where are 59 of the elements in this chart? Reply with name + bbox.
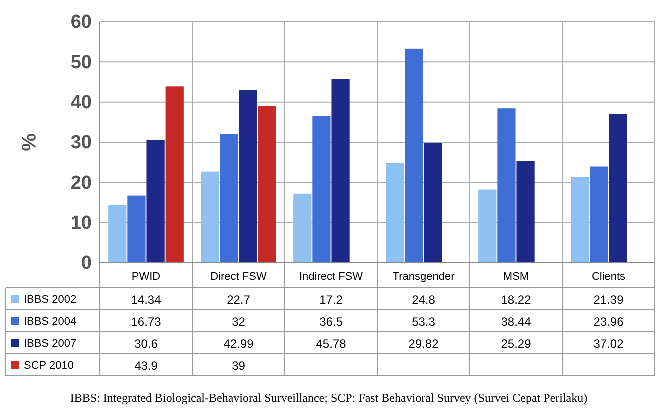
- x-tick-label: MSM: [503, 271, 530, 283]
- x-tick-label: Clients: [592, 271, 626, 283]
- data-label: 18.22: [501, 293, 532, 307]
- data-label: 21.39: [594, 293, 624, 307]
- bar: [590, 166, 608, 263]
- bar: [498, 108, 516, 263]
- bar: [146, 140, 165, 263]
- bar: [239, 90, 258, 263]
- bar: [478, 190, 497, 263]
- legend-label: IBBS 2004: [24, 316, 77, 328]
- y-tick-label: 10: [70, 212, 92, 234]
- data-label: 42.99: [224, 337, 254, 351]
- data-label: 14.34: [131, 293, 162, 307]
- data-label: 43.9: [134, 359, 158, 373]
- legend-label: IBBS 2007: [24, 338, 77, 350]
- x-tick-label: Indirect FSW: [299, 271, 364, 283]
- bar: [312, 116, 331, 263]
- data-label: 16.73: [131, 315, 162, 329]
- bar: [332, 79, 350, 263]
- legend-label: IBBS 2002: [24, 294, 77, 306]
- data-label: 32: [232, 315, 246, 329]
- bar: [258, 106, 276, 263]
- bar: [220, 134, 238, 263]
- data-label: 23.96: [594, 315, 624, 329]
- data-label: 17.2: [320, 293, 344, 307]
- bar: [201, 172, 220, 263]
- data-label: 53.3: [412, 315, 436, 329]
- y-tick-label: 20: [70, 172, 92, 194]
- data-label: 37.02: [594, 337, 624, 351]
- y-tick-label: 0: [81, 253, 92, 274]
- x-tick-label: Transgender: [392, 271, 456, 283]
- data-label: 45.78: [316, 337, 347, 351]
- data-label: 39: [232, 359, 246, 373]
- y-tick-label: 40: [70, 92, 92, 114]
- bar: [516, 161, 535, 263]
- data-label: 24.8: [412, 293, 436, 307]
- bar: [424, 143, 442, 263]
- bar: [166, 86, 184, 263]
- bar: [609, 114, 628, 263]
- bar: [571, 177, 590, 263]
- data-label: 36.5: [320, 315, 344, 329]
- bar: [294, 194, 312, 263]
- bar: [128, 196, 146, 263]
- legend-label: SCP 2010: [24, 360, 74, 372]
- x-tick-label: Direct FSW: [210, 271, 268, 283]
- bar: [405, 48, 424, 263]
- y-tick-label: 60: [70, 12, 92, 34]
- x-tick-label: PWID: [132, 271, 161, 283]
- y-tick-label: 50: [70, 52, 92, 74]
- data-label: 22.7: [227, 293, 251, 307]
- text: IBBS: Integrated Biological-Behavioral Surveillance; SCP: Fast Behavioral Survey (Survei Cepat Perilaku): [70, 391, 588, 405]
- data-label: 29.82: [408, 337, 440, 351]
- y-axis-title: %: [17, 134, 39, 152]
- bar: [386, 163, 404, 263]
- bar: [108, 205, 127, 263]
- data-label: 30.6: [134, 337, 158, 351]
- y-tick-label: 30: [70, 132, 92, 154]
- data-label: 25.29: [501, 337, 532, 351]
- data-label: 38.44: [501, 315, 532, 329]
